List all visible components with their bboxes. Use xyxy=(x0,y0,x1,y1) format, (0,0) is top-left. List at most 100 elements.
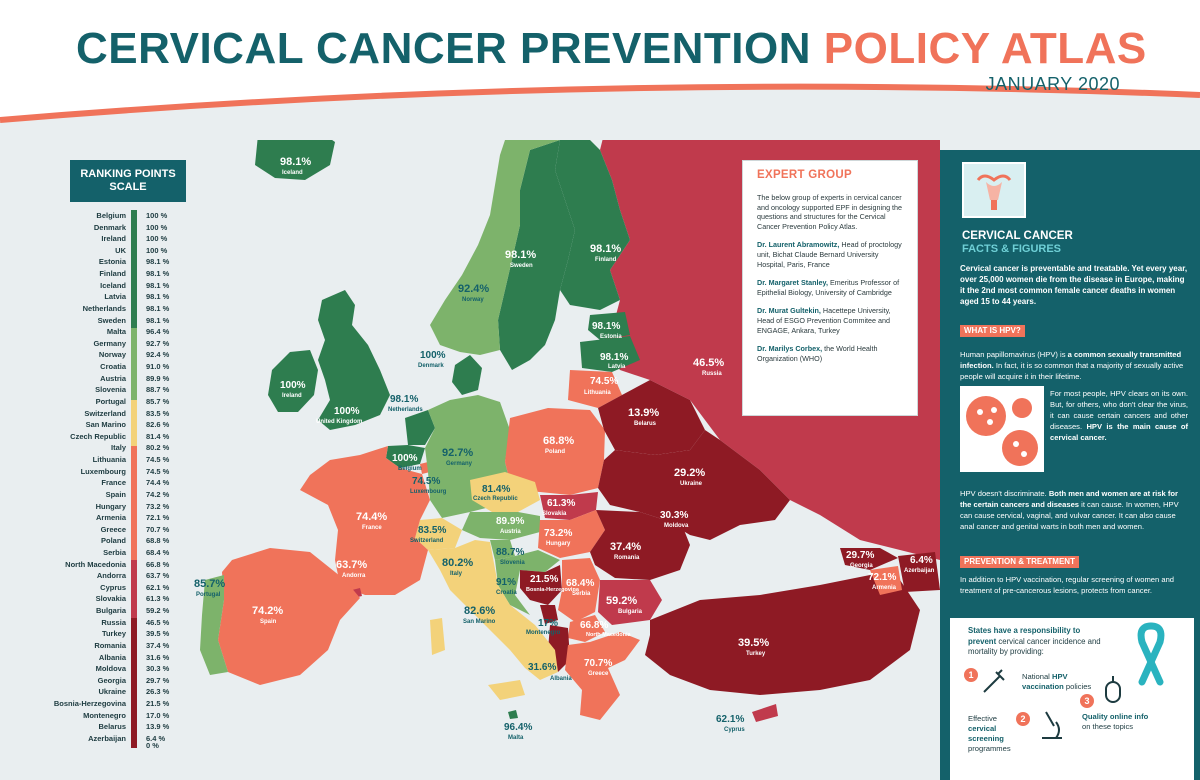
svg-text:Austria: Austria xyxy=(500,529,521,535)
latvia-shape[interactable] xyxy=(580,336,640,372)
map-label-poland: 68.8% Poland xyxy=(543,435,574,455)
romania-shape[interactable] xyxy=(590,510,690,580)
map-label-russia: 46.5% Russia xyxy=(693,357,724,377)
legend-value: 31.6 % xyxy=(146,652,170,662)
ukraine-shape[interactable] xyxy=(598,430,790,540)
legend-row: Moldova 30.3 % xyxy=(40,664,180,675)
svg-text:Andorra: Andorra xyxy=(342,573,366,579)
map-label-czech: 81.4%Czech Republic xyxy=(473,484,518,502)
greece-shape[interactable] xyxy=(565,632,640,720)
legend-row: Georgia 29.7 % xyxy=(40,676,180,687)
legend-value: 29.7 % xyxy=(146,675,170,685)
svg-text:72.1%: 72.1% xyxy=(868,572,896,583)
turkey-shape[interactable] xyxy=(645,575,920,695)
azerbaijan-shape[interactable] xyxy=(898,552,940,592)
svg-text:100%: 100% xyxy=(280,380,306,391)
croatia-shape[interactable] xyxy=(495,550,560,615)
sicily-shape[interactable] xyxy=(488,680,525,700)
svg-text:Poland: Poland xyxy=(545,449,565,455)
legend-value: 30.3 % xyxy=(146,664,170,674)
legend-row: Finland 98.1 % xyxy=(40,269,180,280)
legend-country: Serbia xyxy=(103,547,126,557)
map-label-romania: 37.4% Romania xyxy=(610,541,641,561)
poland-shape[interactable] xyxy=(505,408,605,495)
legend-country: Azerbaijan xyxy=(88,733,126,743)
france-shape[interactable] xyxy=(300,446,430,595)
finland-shape[interactable] xyxy=(555,135,630,310)
slovenia-shape[interactable] xyxy=(490,540,515,560)
title-part-2: POLICY ATLAS xyxy=(823,24,1147,73)
estonia-shape[interactable] xyxy=(588,312,630,340)
map-label-germany: 92.7% Germany xyxy=(442,447,473,467)
facts-title: CERVICAL CANCER xyxy=(962,230,1073,242)
italy-shape[interactable] xyxy=(428,540,558,680)
map-label-belarus: 13.9% Belarus xyxy=(628,407,659,427)
switzerland-shape[interactable] xyxy=(415,518,462,550)
spain-shape[interactable] xyxy=(218,548,360,685)
svg-text:74.2%: 74.2% xyxy=(252,605,283,617)
malta-shape[interactable] xyxy=(508,710,518,719)
bosnia-shape[interactable] xyxy=(520,565,562,605)
sardinia-shape[interactable] xyxy=(430,618,445,655)
map-label-malta: 96.4% Malta xyxy=(504,722,532,741)
legend-value: 91.0 % xyxy=(146,362,170,372)
hungary-shape[interactable] xyxy=(538,510,605,558)
legend-country: Romania xyxy=(94,640,126,650)
legend-country: Belarus xyxy=(98,722,126,732)
bulgaria-shape[interactable] xyxy=(598,580,662,625)
what-is-hpv-tag: WHAT IS HPV? xyxy=(960,325,1025,337)
cyprus-shape[interactable] xyxy=(752,704,778,722)
sweden-shape[interactable] xyxy=(498,140,575,370)
virus-icon xyxy=(960,386,1044,472)
svg-text:Denmark: Denmark xyxy=(418,363,444,369)
map-label-bosnia: 21.5% Bosnia-Herzegovina xyxy=(526,574,580,593)
northmacedonia-shape[interactable] xyxy=(568,615,605,642)
svg-text:74.5%: 74.5% xyxy=(412,476,440,487)
svg-text:Norway: Norway xyxy=(462,297,484,303)
legend-row: Bulgaria 59.2 % xyxy=(40,606,180,617)
belgium-shape[interactable] xyxy=(386,445,425,468)
armenia-shape[interactable] xyxy=(870,566,902,595)
map-label-ireland: 100% Ireland xyxy=(280,380,306,399)
belarus-shape[interactable] xyxy=(598,380,705,455)
montenegro-shape[interactable] xyxy=(540,605,558,624)
legend-value: 80.2 % xyxy=(146,443,170,453)
legend-country: Switzerland xyxy=(84,408,126,418)
portugal-shape[interactable] xyxy=(200,575,228,675)
slovakia-shape[interactable] xyxy=(540,492,598,520)
austria-shape[interactable] xyxy=(462,512,540,540)
svg-text:59.2%: 59.2% xyxy=(606,595,637,607)
step-number: 1 xyxy=(964,668,978,682)
legend-row: Cyprus 62.1 % xyxy=(40,583,180,594)
legend-row: Portugal 85.7 % xyxy=(40,397,180,408)
denmark-shape[interactable] xyxy=(452,355,482,395)
svg-text:Czech Republic: Czech Republic xyxy=(473,496,518,502)
map-label-latvia: 98.1%Latvia xyxy=(600,352,628,370)
legend-value: 37.4 % xyxy=(146,640,170,650)
serbia-shape[interactable] xyxy=(558,558,600,622)
expert-member: Dr. Murat Gultekin, Hacettepe University… xyxy=(757,306,891,335)
lithuania-shape[interactable] xyxy=(568,370,622,408)
legend-row: Ireland 100 % xyxy=(40,234,180,245)
legend-country: Italy xyxy=(110,443,126,453)
legend-row: Belgium 100 % xyxy=(40,211,180,222)
svg-text:United Kingdom: United Kingdom xyxy=(316,419,362,425)
czech-shape[interactable] xyxy=(470,472,540,512)
netherlands-shape[interactable] xyxy=(405,410,435,445)
norway-shape[interactable] xyxy=(430,120,560,355)
svg-text:Latvia: Latvia xyxy=(608,364,626,370)
uk-shape[interactable] xyxy=(318,290,390,430)
svg-text:21.5%: 21.5% xyxy=(530,574,558,585)
ireland-shape[interactable] xyxy=(268,350,318,412)
svg-text:Azerbaijan: Azerbaijan xyxy=(904,568,935,574)
georgia-shape[interactable] xyxy=(840,548,898,570)
syringe-icon xyxy=(983,669,1005,693)
legend-row: Germany 92.7 % xyxy=(40,339,180,350)
legend-country: San Marino xyxy=(85,420,126,430)
svg-text:Albania: Albania xyxy=(550,676,572,682)
legend-row: Switzerland 83.5 % xyxy=(40,409,180,420)
legend-row: Italy 80.2 % xyxy=(40,443,180,454)
legend-value: 74.4 % xyxy=(146,478,170,488)
step-text: National HPV vaccination policies xyxy=(1022,672,1092,691)
